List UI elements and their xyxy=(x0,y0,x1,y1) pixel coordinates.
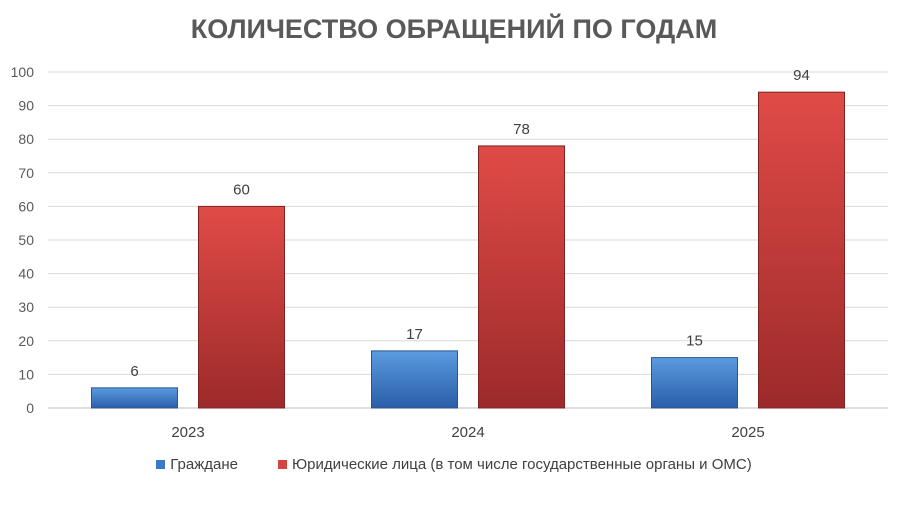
y-tick-label: 60 xyxy=(18,198,34,214)
legend-label: Юридические лица (в том числе государств… xyxy=(292,456,752,473)
legend-item-0: Граждане xyxy=(156,456,238,473)
y-tick-label: 70 xyxy=(18,165,34,181)
x-tick-label: 2025 xyxy=(731,424,764,441)
y-tick-label: 10 xyxy=(18,366,34,382)
chart-title: КОЛИЧЕСТВО ОБРАЩЕНИЙ ПО ГОДАМ xyxy=(190,14,718,44)
y-tick-label: 80 xyxy=(18,131,34,147)
y-tick-label: 50 xyxy=(18,232,34,248)
bar-citizens-2023 xyxy=(91,387,178,409)
data-label: 78 xyxy=(513,121,530,138)
bar-citizens-2024 xyxy=(371,350,458,409)
data-label: 60 xyxy=(233,181,250,198)
bar-legal-entities-2025 xyxy=(758,91,845,409)
y-tick-label: 0 xyxy=(26,400,34,416)
y-tick-label: 90 xyxy=(18,98,34,114)
legend-item-1: Юридические лица (в том числе государств… xyxy=(278,456,752,473)
legend-swatch xyxy=(156,460,166,469)
y-tick-label: 30 xyxy=(18,299,34,315)
y-tick-label: 20 xyxy=(18,333,34,349)
legend-label: Граждане xyxy=(170,456,239,473)
bar-legal-entities-2023 xyxy=(198,205,285,409)
data-label: 94 xyxy=(793,67,810,84)
data-label: 17 xyxy=(406,326,423,343)
legend-swatch xyxy=(278,460,288,469)
y-tick-label: 40 xyxy=(18,266,34,282)
x-tick-label: 2023 xyxy=(171,424,204,441)
bar-citizens-2025 xyxy=(651,357,738,409)
data-label: 15 xyxy=(686,333,703,350)
x-tick-label: 2024 xyxy=(451,424,484,441)
data-label: 6 xyxy=(130,363,138,380)
legend: Граждане Юридические лица (в том числе го… xyxy=(0,456,908,473)
bar-legal-entities-2024 xyxy=(478,145,565,409)
y-tick-label: 100 xyxy=(11,64,35,80)
